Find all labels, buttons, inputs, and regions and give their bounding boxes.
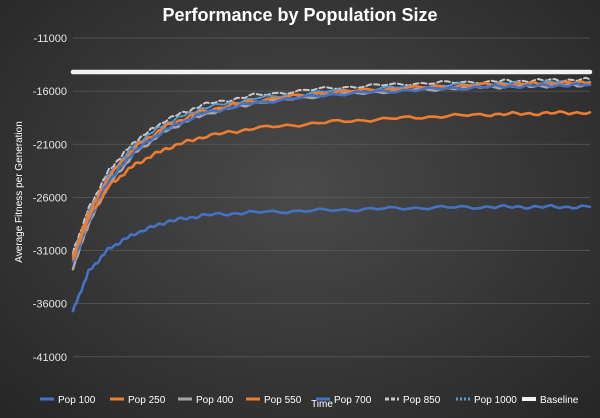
y-tick-label: -26000 (33, 192, 67, 204)
legend-item: Pop 100 (40, 395, 96, 406)
y-tick-label: -36000 (33, 299, 67, 311)
legend-label: Pop 850 (403, 395, 441, 406)
legend-item: Pop 850 (385, 395, 441, 406)
legend-label: Pop 400 (196, 395, 234, 406)
series-line-pop-550 (71, 80, 592, 258)
legend-label: Pop 250 (128, 395, 166, 406)
legend-item: Pop 1000 (456, 395, 517, 406)
y-tick-label: -11000 (34, 33, 67, 45)
series-line-pop-250 (71, 110, 592, 261)
x-axis-title: Time (311, 399, 333, 410)
series-line-pop-100 (71, 203, 592, 313)
legend-item: Pop 700 (316, 395, 372, 406)
y-tick-label: -41000 (33, 352, 67, 364)
y-tick-label: -16000 (33, 86, 67, 98)
legend: Pop 100 Pop 250 Pop 400 Pop 550 Pop 700 Pop 8… (40, 395, 579, 406)
y-axis-title: Average Fitness per Generation (14, 121, 25, 263)
legend-label: Pop 1000 (474, 395, 517, 406)
chart-title: Performance by Population Size (162, 5, 437, 25)
legend-label: Pop 550 (264, 395, 302, 406)
series-line-pop-1000 (72, 79, 591, 257)
legend-label: Pop 100 (58, 395, 96, 406)
series-line-pop-700 (71, 82, 592, 263)
y-axis-ticks: -11000 -16000 -21000 -26000 -31000 -36000 -410… (33, 33, 67, 364)
grid-lines (73, 37, 590, 358)
series-lines (70, 69, 593, 313)
legend-item: Pop 250 (110, 395, 166, 406)
legend-item: Baseline (522, 395, 579, 406)
y-tick-label: -31000 (33, 246, 67, 258)
legend-label: Baseline (540, 395, 579, 406)
legend-item: Pop 550 (246, 395, 302, 406)
legend-label: Pop 700 (334, 395, 372, 406)
y-tick-label: -21000 (33, 139, 67, 151)
legend-item: Pop 400 (178, 395, 234, 406)
